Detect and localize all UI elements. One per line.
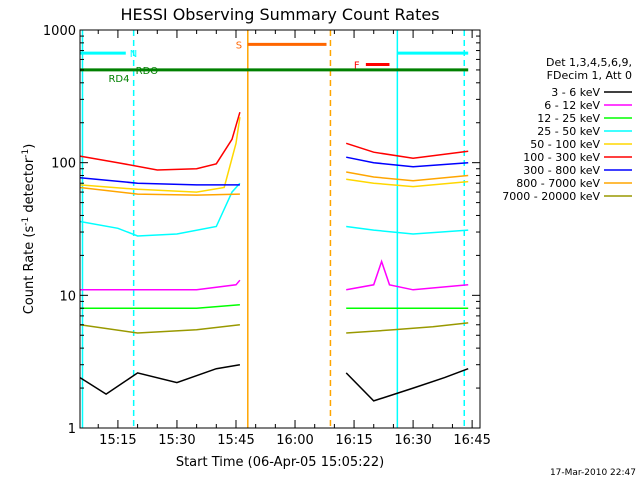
x-tick-label: 15:30 bbox=[158, 433, 195, 448]
legend-label: 50 - 100 keV bbox=[530, 138, 600, 151]
x-tick-label: 16:00 bbox=[276, 433, 313, 448]
series-layer bbox=[79, 111, 469, 402]
series-7 bbox=[79, 171, 469, 196]
flag-bars: N RD4 RDO S F bbox=[80, 40, 469, 85]
x-tick-label: 16:15 bbox=[335, 433, 372, 448]
series-line bbox=[80, 303, 240, 309]
x-tick-label: 15:15 bbox=[99, 433, 136, 448]
series-line bbox=[346, 178, 469, 188]
legend-header-line-1: Det 1,3,4,5,6,9, bbox=[546, 56, 632, 69]
legend-header-line-2: FDecim 1, Att 0 bbox=[547, 69, 632, 82]
legend-label: 300 - 800 keV bbox=[523, 164, 600, 177]
legend-label: 25 - 50 keV bbox=[537, 125, 600, 138]
y-axis-ticks: 1 10 100 1000 bbox=[43, 24, 480, 437]
series-4 bbox=[79, 117, 469, 193]
series-line bbox=[79, 117, 241, 193]
x-axis-ticks: 15:15 15:30 15:45 16:00 16:15 16:30 16:45 bbox=[97, 30, 491, 448]
footer-timestamp: 17-Mar-2010 22:47 bbox=[550, 468, 636, 478]
series-8 bbox=[79, 322, 469, 334]
series-line bbox=[79, 186, 240, 196]
flag-label-rdo: RDO bbox=[136, 66, 159, 77]
x-tick-label: 16:45 bbox=[453, 433, 490, 448]
flag-label-n: N bbox=[130, 49, 137, 60]
vertical-markers bbox=[81, 30, 466, 428]
series-line bbox=[346, 225, 469, 235]
series-line bbox=[79, 176, 240, 186]
y-tick-label: 1 bbox=[68, 422, 76, 437]
series-line bbox=[345, 142, 469, 159]
legend-label: 6 - 12 keV bbox=[544, 99, 600, 112]
x-tick-label: 16:30 bbox=[394, 433, 431, 448]
legend-label: 100 - 300 keV bbox=[523, 151, 600, 164]
y-tick-label: 10 bbox=[59, 289, 76, 304]
series-line bbox=[346, 156, 469, 168]
chart-title: HESSI Observing Summary Count Rates bbox=[120, 5, 439, 24]
series-line bbox=[346, 171, 469, 182]
x-axis-label: Start Time (06-Apr-05 15:05:22) bbox=[176, 455, 384, 470]
plot-area: N RD4 RDO S F bbox=[79, 29, 481, 429]
series-0 bbox=[79, 363, 469, 402]
series-5 bbox=[79, 111, 469, 171]
series-1 bbox=[80, 259, 469, 291]
legend: Det 1,3,4,5,6,9, FDecim 1, Att 0 3 - 6 k… bbox=[502, 56, 632, 203]
series-6 bbox=[79, 156, 469, 186]
y-axis-label: Count Rate (s-1 detector-1) bbox=[21, 144, 37, 315]
flag-label-rd4: RD4 bbox=[108, 74, 129, 85]
series-line bbox=[79, 182, 241, 237]
series-2 bbox=[80, 303, 469, 309]
legend-label: 800 - 7000 keV bbox=[516, 177, 600, 190]
y-tick-label: 100 bbox=[51, 157, 76, 172]
series-line bbox=[346, 322, 469, 334]
series-line bbox=[79, 324, 240, 334]
series-line bbox=[79, 363, 241, 395]
legend-label: 3 - 6 keV bbox=[551, 86, 600, 99]
y-tick-label: 1000 bbox=[43, 24, 76, 39]
legend-label: 12 - 25 keV bbox=[537, 112, 600, 125]
series-line bbox=[346, 259, 469, 291]
legend-label: 7000 - 20000 keV bbox=[502, 190, 600, 203]
series-line bbox=[79, 111, 241, 171]
x-tick-label: 15:45 bbox=[217, 433, 254, 448]
series-line bbox=[345, 367, 469, 402]
flag-label-f: F bbox=[354, 60, 360, 71]
series-3 bbox=[79, 182, 469, 237]
plot-frame bbox=[79, 29, 481, 429]
series-line bbox=[80, 279, 241, 291]
flag-label-s: S bbox=[236, 40, 242, 51]
